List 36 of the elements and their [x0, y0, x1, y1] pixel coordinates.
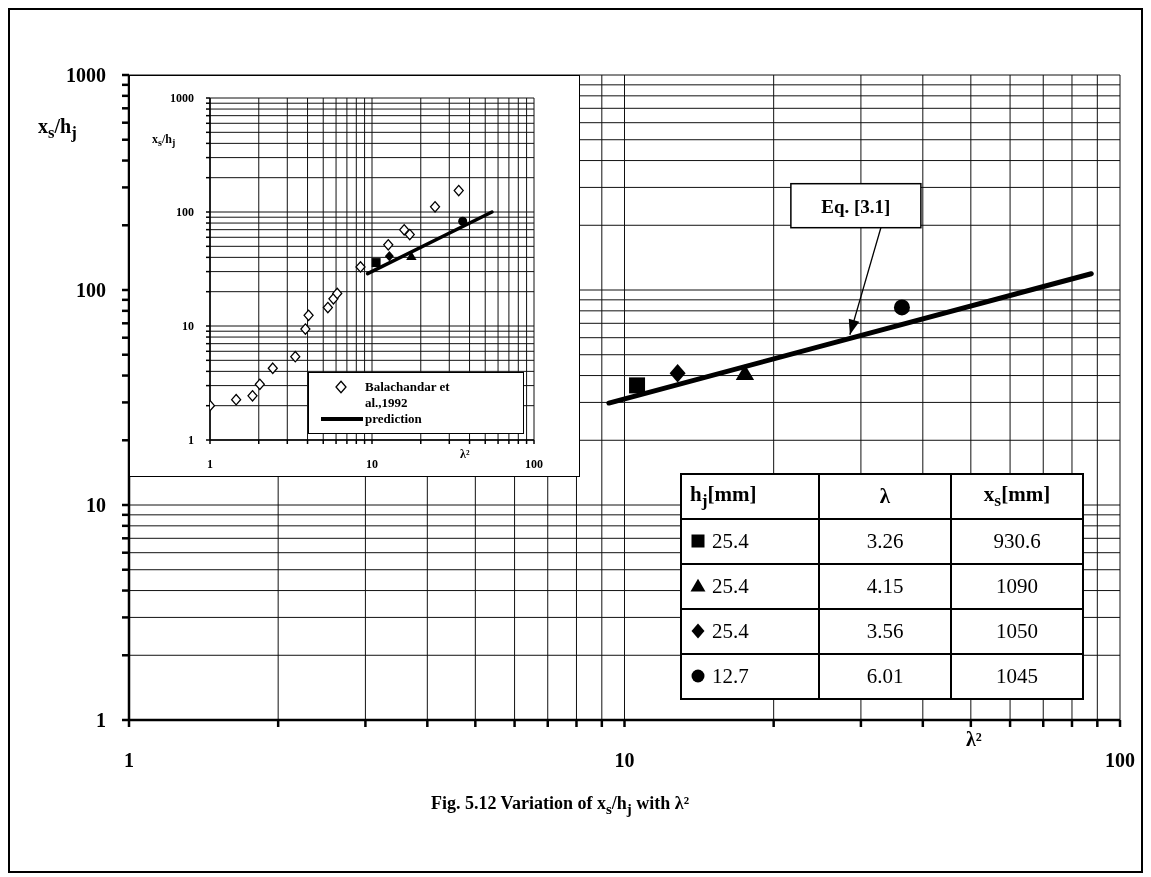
y-axis-title: x$_{s}$/h$_{j}$	[152, 132, 176, 149]
annotation: 3.26	[866, 529, 904, 553]
annotation: 930.6	[993, 529, 1041, 553]
x-axis-title: λ²	[460, 447, 470, 462]
annotation: 3.56	[866, 619, 904, 643]
y-tick-label: 1	[188, 433, 194, 448]
annotation: 25.4	[712, 574, 749, 598]
annotation: 1045	[996, 664, 1038, 688]
y-tick-label: 100	[76, 279, 106, 301]
annotation: x$_{s}$[mm]	[983, 481, 1051, 511]
legend-label: prediction	[365, 411, 423, 427]
y-tick-label: 1	[96, 709, 106, 731]
y-tick-label: 10	[182, 319, 194, 334]
x-tick-label: 10	[366, 457, 378, 471]
annotation: 25.4	[712, 619, 749, 643]
text: Fig. 5.12 Variation of x$_{s}$/h$_{j}$ with λ²	[429, 793, 691, 818]
annotation: 1050	[996, 619, 1038, 643]
x-axis-title: λ²	[966, 728, 982, 751]
y-tick-label: 100	[176, 205, 194, 220]
annotation: 4.15	[866, 574, 904, 598]
y-tick-label: 10	[86, 494, 106, 516]
annotation: 12.7	[712, 664, 749, 688]
annotation: Eq. [3.1]	[821, 195, 891, 217]
annotation: 6.01	[866, 664, 904, 688]
annotation: 25.4	[712, 529, 749, 553]
x-tick-label: 100	[1105, 749, 1135, 771]
annotation: 1090	[996, 574, 1038, 598]
x-tick-label: 1	[207, 457, 213, 471]
annotation: h$_{j}$[mm]	[690, 481, 757, 511]
y-tick-label: 1000	[66, 64, 106, 86]
x-tick-label: 100	[525, 457, 543, 471]
y-tick-label: 1000	[170, 91, 194, 106]
annotation: λ	[879, 484, 891, 508]
x-tick-label: 10	[614, 749, 635, 771]
x-tick-label: 1	[124, 749, 134, 771]
y-axis-title: x$_{s}$/h$_{j}$	[38, 115, 77, 143]
